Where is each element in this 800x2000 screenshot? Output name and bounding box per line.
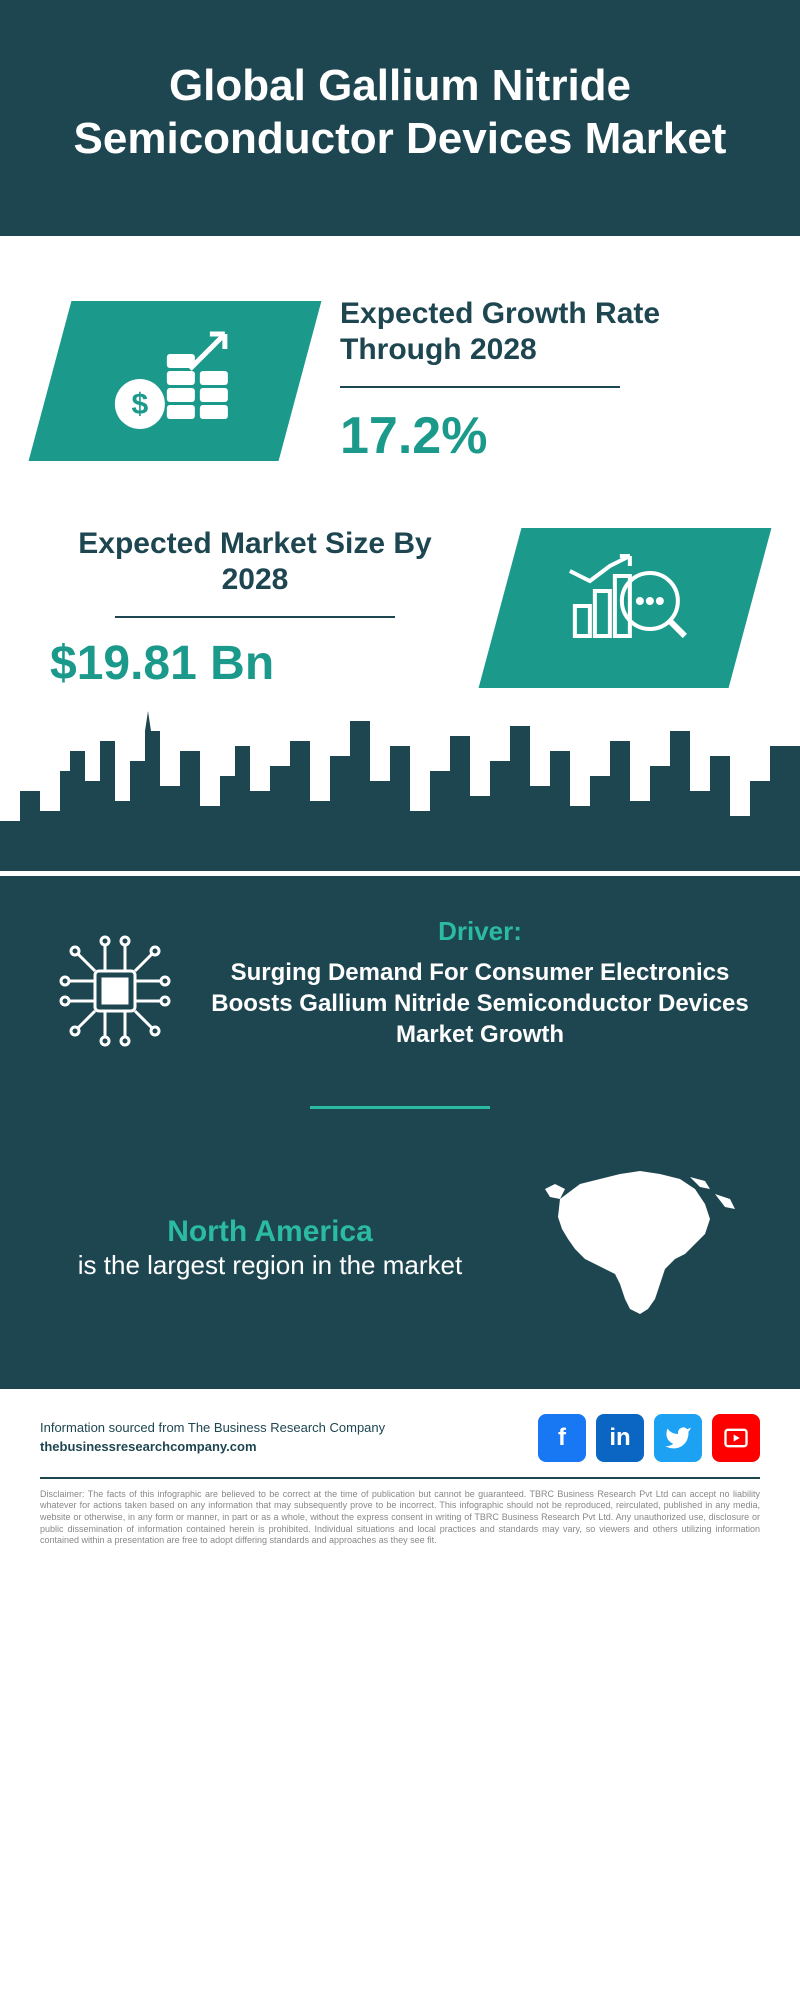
dark-section: Driver: Surging Demand For Consumer Elec… [0, 876, 800, 1389]
separator [310, 1106, 490, 1109]
north-america-map-icon [530, 1159, 750, 1339]
footer: Information sourced from The Business Re… [0, 1389, 800, 1562]
disclaimer: Disclaimer: The facts of this infographi… [40, 1489, 760, 1547]
social-icons: f in [538, 1414, 760, 1462]
youtube-icon[interactable] [712, 1414, 760, 1462]
page-title: Global Gallium Nitride Semiconductor Dev… [40, 60, 760, 166]
stat-size-section: Expected Market Size By 2028 $19.81 Bn [0, 496, 800, 691]
facebook-icon[interactable]: f [538, 1414, 586, 1462]
skyline-graphic [0, 691, 800, 871]
region-name: North America [50, 1215, 490, 1249]
linkedin-icon[interactable]: in [596, 1414, 644, 1462]
source-text: Information sourced from The Business Re… [40, 1419, 385, 1455]
chip-icon [50, 926, 180, 1056]
twitter-icon[interactable] [654, 1414, 702, 1462]
growth-value: 17.2% [340, 406, 750, 466]
header: Global Gallium Nitride Semiconductor Dev… [0, 0, 800, 236]
stat-growth-section: $ Expected Growth Rate Through 2028 17.2… [0, 236, 800, 496]
money-growth-icon: $ [105, 318, 245, 438]
region-text: is the largest region in the market [50, 1249, 490, 1283]
size-value: $19.81 Bn [50, 636, 460, 691]
growth-icon-panel: $ [29, 301, 322, 461]
size-label: Expected Market Size By 2028 [50, 526, 460, 598]
analytics-icon-panel [479, 528, 772, 688]
growth-label: Expected Growth Rate Through 2028 [340, 296, 750, 368]
divider [115, 616, 395, 618]
driver-text: Surging Demand For Consumer Electronics … [210, 957, 750, 1051]
driver-label: Driver: [210, 916, 750, 947]
svg-text:$: $ [132, 387, 149, 420]
divider [340, 386, 620, 388]
chart-magnify-icon [560, 546, 690, 666]
